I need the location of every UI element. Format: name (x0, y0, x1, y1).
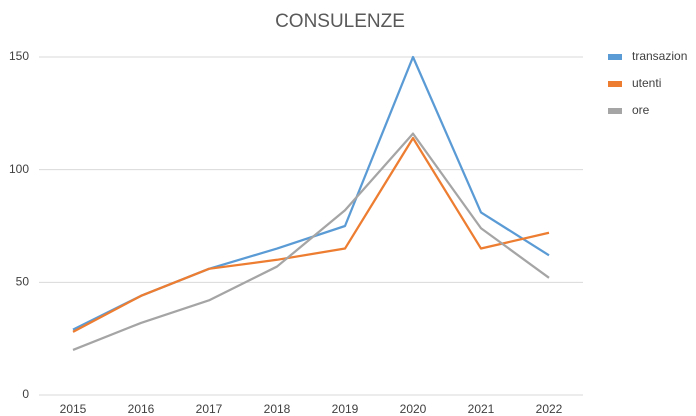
y-tick-label: 100 (9, 162, 29, 176)
x-tick-label: 2017 (196, 402, 223, 416)
x-tick-label: 2021 (468, 402, 495, 416)
x-tick-label: 2016 (128, 402, 155, 416)
legend-label: ore (632, 103, 650, 117)
x-tick-label: 2018 (264, 402, 291, 416)
legend-swatch (608, 108, 622, 114)
series-line (72, 136, 550, 333)
series-line (72, 132, 550, 351)
legend-swatch (608, 81, 622, 87)
x-tick-label: 2022 (536, 402, 563, 416)
x-tick-label: 2020 (400, 402, 427, 416)
legend-swatch (608, 54, 622, 60)
y-tick-label: 150 (9, 49, 29, 63)
legend-label: transazion (632, 49, 687, 63)
legend-label: utenti (632, 76, 661, 90)
x-tick-label: 2019 (332, 402, 359, 416)
y-tick-label: 0 (22, 387, 29, 401)
chart-title: CONSULENZE (275, 11, 405, 32)
y-tick-label: 50 (16, 275, 30, 289)
x-tick-label: 2015 (60, 402, 87, 416)
